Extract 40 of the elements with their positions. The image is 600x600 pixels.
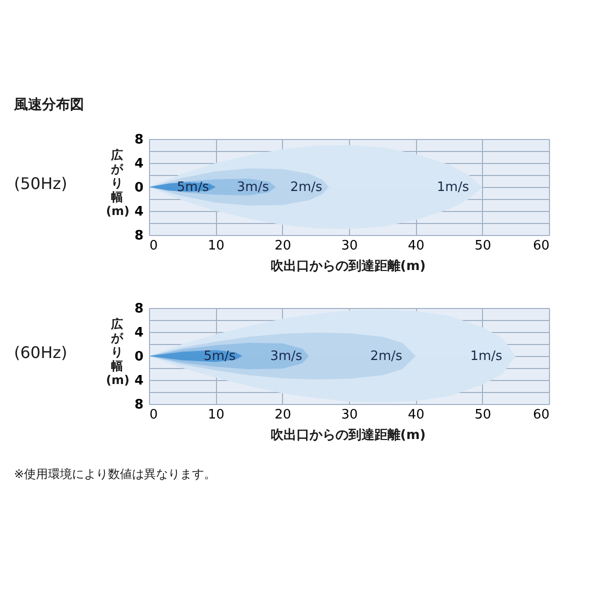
y-tick-label: 4 — [134, 326, 144, 340]
y-tick-label: 8 — [134, 132, 144, 148]
x-tick-label: 60 — [532, 238, 550, 254]
y-tick-label: 4 — [134, 204, 144, 220]
y-tick-label: 4 — [134, 374, 144, 388]
x-tick-label: 20 — [274, 238, 292, 254]
x-tick-label: 0 — [150, 238, 158, 254]
x-tick-label: 30 — [341, 408, 358, 422]
x-axis-title: 吹出口からの到達距離(m) — [269, 427, 427, 444]
series-label: 3m/s — [270, 349, 303, 364]
y-tick-label: 0 — [134, 350, 144, 364]
x-tick-label: 10 — [208, 408, 224, 422]
y-axis-title: 広がり幅(m) — [106, 317, 130, 387]
chart-title: 風速分布図 — [14, 96, 85, 114]
x-tick-label: 40 — [408, 238, 424, 254]
series-label: 2m/s — [290, 180, 323, 195]
y-tick-label: 8 — [134, 302, 144, 316]
x-tick-label: 20 — [274, 408, 292, 422]
x-tick-label: 60 — [532, 408, 550, 422]
text: (60Hz) — [14, 342, 68, 362]
y-axis-title: 広がり幅(m) — [106, 148, 130, 218]
y-tick-label: 0 — [134, 180, 144, 196]
y-tick-label: 8 — [134, 398, 144, 412]
x-tick-label: 40 — [408, 408, 424, 422]
y-tick-label: 8 — [134, 228, 144, 244]
x-tick-label: 10 — [208, 238, 224, 254]
x-tick-label: 0 — [150, 408, 158, 422]
x-tick-label: 50 — [474, 238, 492, 254]
series-label: 1m/s — [436, 180, 470, 195]
series-label: 5m/s — [176, 180, 210, 195]
x-tick-label: 50 — [474, 408, 492, 422]
series-label: 2m/s — [370, 349, 403, 364]
text: (50Hz) — [14, 173, 68, 193]
series-label: 5m/s — [204, 349, 236, 364]
x-tick-label: 30 — [341, 238, 358, 254]
text: ※使用環境により数値は異なります。 — [14, 466, 218, 483]
x-axis-title: 吹出口からの到達距離(m) — [269, 258, 427, 275]
series-label: 3m/s — [236, 180, 270, 195]
series-label: 1m/s — [470, 349, 503, 364]
y-tick-label: 4 — [134, 156, 144, 172]
